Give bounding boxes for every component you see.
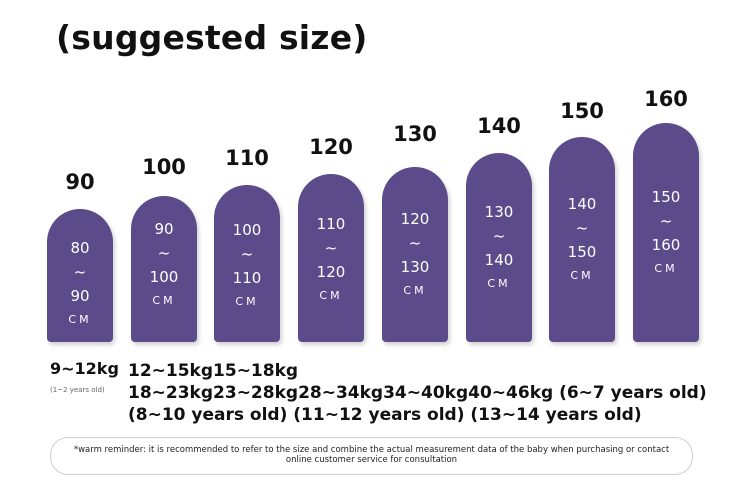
range-top: 80 [70,239,90,257]
size-label-120: 120 [309,135,353,159]
range-bottom: 120 [316,263,346,281]
range-top: 110 [316,215,346,233]
range-top: 120 [400,210,430,228]
size-label-150: 150 [560,99,604,123]
size-bar-110: 100 ~110 CM [214,185,280,342]
range-unit: CM [152,294,176,307]
size-label-110: 110 [225,146,269,170]
range-top: 140 [567,195,597,213]
size-label-130: 130 [393,122,437,146]
range-bottom: 130 [400,258,430,276]
range-top: 100 [232,221,262,239]
range-bottom: 90 [70,287,90,305]
range-tilde: ~ [492,227,506,245]
range-unit: CM [570,269,594,282]
range-bottom: 110 [232,269,262,287]
size-bar-160: 150 ~160 CM [633,123,699,342]
size-bar-100: 90 ~100 CM [131,196,197,342]
range-unit: CM [68,313,92,326]
range-top: 130 [484,203,514,221]
range-bottom: 150 [567,243,597,261]
range-tilde: ~ [575,219,589,237]
page-title: (suggested size) [56,18,368,57]
size-label-100: 100 [142,155,186,179]
size-bar-130: 120 ~130 CM [382,167,448,342]
range-tilde: ~ [240,245,254,263]
range-bottom: 140 [484,251,514,269]
size-bar-150: 140 ~150 CM [549,137,615,342]
range-tilde: ~ [324,239,338,257]
range-bottom: 100 [149,268,179,286]
age-label-90: (1~2 years old) [50,386,105,394]
range-unit: CM [654,262,678,275]
range-unit: CM [403,284,427,297]
size-label-160: 160 [644,87,688,111]
range-top: 150 [651,188,681,206]
range-tilde: ~ [73,263,87,281]
warm-reminder: *warm reminder: it is recommended to ref… [50,437,693,475]
weight-labels: 12~15kg15~18kg 18~23kg23~28kg28~34kg34~4… [128,361,707,425]
range-unit: CM [487,277,511,290]
weight-label-90: 9~12kg [50,359,119,378]
range-tilde: ~ [659,212,673,230]
range-tilde: ~ [408,234,422,252]
size-label-140: 140 [477,114,521,138]
range-bottom: 160 [651,236,681,254]
range-top: 90 [154,220,174,238]
size-label-90: 90 [65,170,95,194]
size-bar-120: 110 ~120 CM [298,174,364,342]
size-bar-140: 130 ~140 CM [466,153,532,342]
range-unit: CM [235,295,259,308]
size-bar-90: 80 ~90 CM [47,209,113,342]
range-unit: CM [319,289,343,302]
range-tilde: ~ [157,244,171,262]
